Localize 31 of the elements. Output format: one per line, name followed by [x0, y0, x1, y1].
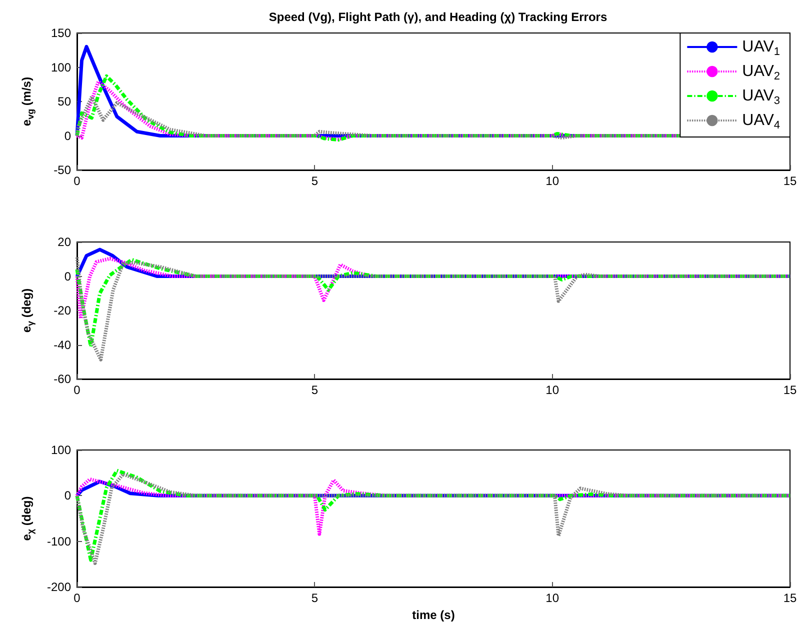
x-tick-label: 10: [546, 591, 560, 605]
x-tick-label: 5: [311, 383, 318, 397]
x-tick-label: 15: [783, 174, 797, 188]
x-tick-label: 0: [74, 383, 81, 397]
y-axis-title: evg (m/s): [20, 76, 36, 126]
x-tick-label: 10: [546, 174, 560, 188]
y-tick-label: -50: [54, 163, 72, 177]
y-tick-label: 0: [64, 488, 72, 503]
y-tick-label: 0: [64, 269, 72, 284]
y-tick-label: -60: [54, 372, 72, 386]
x-tick-label: 15: [783, 591, 797, 605]
y-axis-title: eχ (deg): [20, 496, 36, 541]
y-tick-label: -20: [54, 304, 72, 318]
y-tick-label: -200: [46, 580, 72, 594]
y-tick-label: 0: [64, 128, 72, 143]
y-tick-label: -100: [46, 534, 72, 548]
x-axis-title: time (s): [412, 608, 455, 622]
y-tick-label: 150: [50, 26, 72, 40]
chart-title: Speed (Vg), Flight Path (γ), and Heading (χ) Tracking Errors: [268, 10, 608, 24]
x-tick-label: 10: [546, 383, 560, 397]
y-tick-label: 100: [50, 443, 72, 457]
x-tick-label: 15: [783, 383, 797, 397]
y-tick-label: 50: [58, 94, 72, 108]
y-tick-label: -40: [54, 338, 72, 352]
x-tick-label: 0: [74, 174, 81, 188]
y-axis-title: eγ (deg): [20, 288, 36, 333]
x-tick-label: 5: [311, 591, 318, 605]
x-tick-label: 0: [74, 591, 81, 605]
y-tick-label: 100: [50, 60, 72, 74]
x-tick-label: 5: [311, 174, 318, 188]
y-tick-label: 20: [58, 235, 72, 249]
